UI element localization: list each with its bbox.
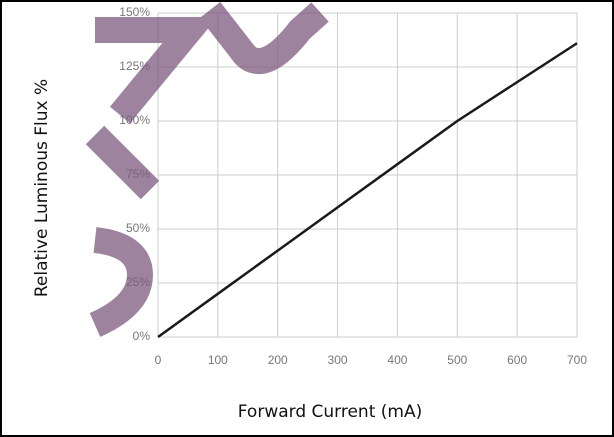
y-axis-title: Relative Luminous Flux % <box>32 79 52 297</box>
x-tick-label: 600 <box>507 353 527 367</box>
x-tick-label: 400 <box>387 353 407 367</box>
x-tick-label: 300 <box>328 353 348 367</box>
x-tick-label: 100 <box>208 353 228 367</box>
frame <box>1 1 613 436</box>
y-tick-label: 50% <box>126 221 150 235</box>
x-tick-label: 700 <box>567 353 587 367</box>
y-tick-label: 0% <box>133 329 151 343</box>
chart: 0%25%50%75%100%125%150%01002003004005006… <box>0 0 614 437</box>
x-tick-label: 200 <box>268 353 288 367</box>
page: {"chart_data": {"type": "line", "x_label… <box>0 0 614 437</box>
x-tick-label: 500 <box>447 353 467 367</box>
x-axis-title: Forward Current (mA) <box>238 402 422 422</box>
x-tick-label: 0 <box>155 353 162 367</box>
